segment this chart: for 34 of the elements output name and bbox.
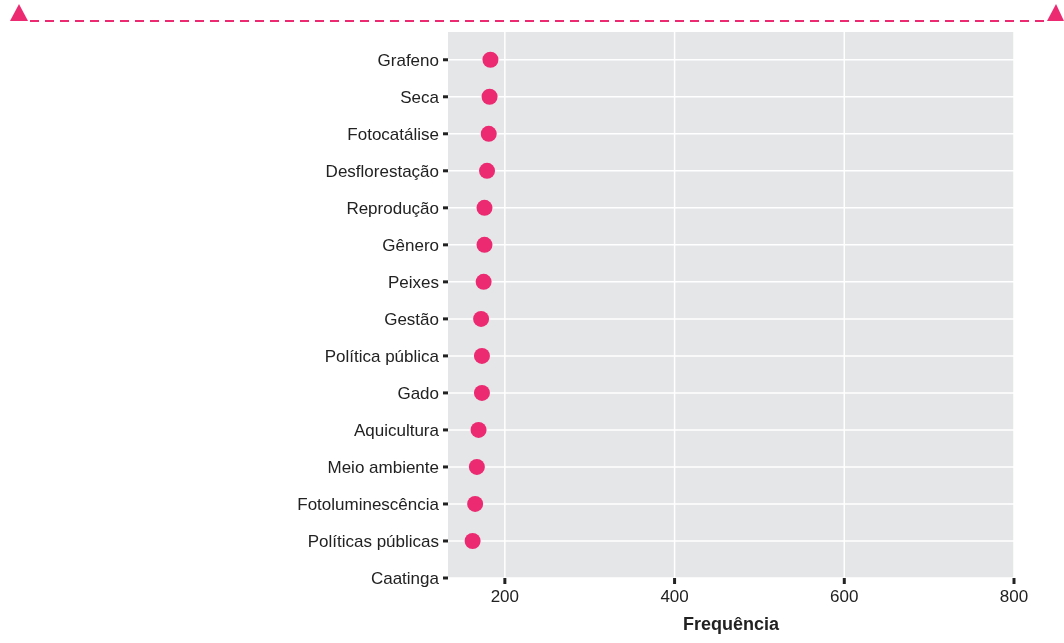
- x-tick-label: 800: [999, 587, 1029, 606]
- y-tick-label: Desflorestação: [325, 161, 439, 181]
- y-tick-label: Peixes: [387, 272, 439, 292]
- y-tick-label: Meio ambiente: [327, 457, 439, 477]
- point: [470, 421, 487, 438]
- y-tick-label: Fotoluminescência: [297, 494, 440, 514]
- y-tick-label: Grafeno: [377, 50, 439, 70]
- y-tick-label: Gênero: [382, 235, 439, 255]
- y-tick-label: Fotocatálise: [347, 124, 439, 144]
- y-tick-label: Seca: [400, 87, 440, 107]
- x-tick-label: 200: [490, 587, 520, 606]
- y-tick-label: Gado: [397, 383, 439, 403]
- point: [473, 384, 490, 401]
- point: [479, 162, 496, 179]
- y-tick-label: Política pública: [324, 346, 440, 366]
- point: [467, 495, 484, 512]
- point: [482, 51, 499, 68]
- x-axis-title: Frequência: [682, 614, 780, 634]
- y-tick-label: Políticas públicas: [307, 531, 439, 551]
- y-tick-label: Aquicultura: [353, 420, 440, 440]
- point: [476, 236, 493, 253]
- x-tick-label: 600: [830, 587, 859, 606]
- point: [481, 88, 498, 105]
- point: [473, 347, 490, 364]
- x-tick-label: 400: [660, 587, 689, 606]
- y-tick-label: Caatinga: [370, 568, 440, 588]
- y-tick-label: Reprodução: [346, 198, 439, 218]
- point: [480, 125, 497, 142]
- y-tick-label: Gestão: [384, 309, 439, 329]
- point: [468, 458, 485, 475]
- point: [476, 199, 493, 216]
- point: [475, 273, 492, 290]
- point: [464, 533, 481, 549]
- point: [473, 310, 490, 327]
